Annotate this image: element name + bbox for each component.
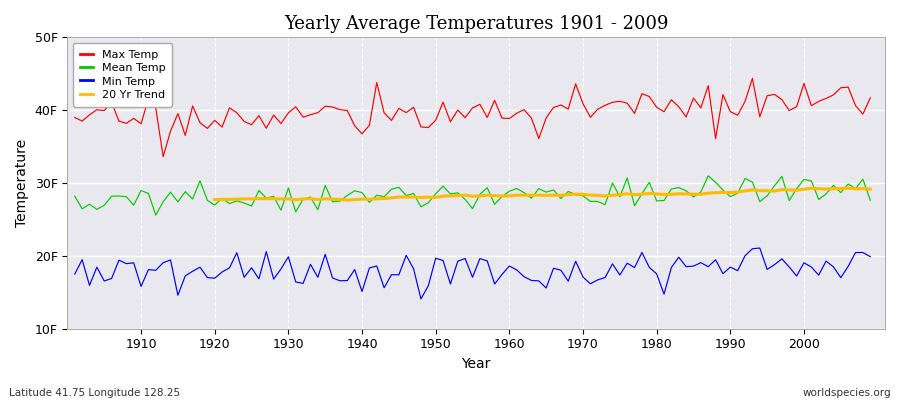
Max Temp: [129, 116, 140, 121]
20 Yr Trend: [761, 188, 772, 193]
Max Temp: [599, 103, 610, 108]
20 Yr Trend: [777, 187, 788, 192]
Min Temp: [291, 280, 302, 284]
Line: 20 Yr Trend: 20 Yr Trend: [215, 188, 870, 200]
Max Temp: [504, 116, 515, 121]
20 Yr Trend: [210, 197, 220, 202]
Mean Temp: [599, 202, 610, 207]
Min Temp: [754, 246, 765, 250]
Min Temp: [511, 268, 522, 272]
Text: worldspecies.org: worldspecies.org: [803, 388, 891, 398]
20 Yr Trend: [342, 198, 353, 202]
Y-axis label: Temperature: Temperature: [15, 139, 29, 227]
Line: Mean Temp: Mean Temp: [75, 176, 870, 215]
Min Temp: [865, 254, 876, 259]
X-axis label: Year: Year: [462, 357, 490, 371]
Max Temp: [747, 76, 758, 81]
20 Yr Trend: [850, 186, 861, 191]
Min Temp: [416, 296, 427, 301]
Max Temp: [865, 96, 876, 100]
Mean Temp: [703, 174, 714, 178]
20 Yr Trend: [416, 195, 427, 200]
Min Temp: [129, 260, 140, 265]
20 Yr Trend: [673, 192, 684, 196]
Mean Temp: [69, 194, 80, 198]
Mean Temp: [150, 213, 161, 218]
Max Temp: [511, 111, 522, 116]
Min Temp: [335, 278, 346, 283]
Max Temp: [298, 115, 309, 120]
Legend: Max Temp, Mean Temp, Min Temp, 20 Yr Trend: Max Temp, Mean Temp, Min Temp, 20 Yr Tre…: [73, 43, 172, 107]
Mean Temp: [504, 189, 515, 194]
Max Temp: [158, 154, 168, 159]
Line: Min Temp: Min Temp: [75, 248, 870, 299]
Mean Temp: [298, 197, 309, 202]
Text: Latitude 41.75 Longitude 128.25: Latitude 41.75 Longitude 128.25: [9, 388, 180, 398]
Min Temp: [599, 275, 610, 280]
Min Temp: [69, 272, 80, 276]
Max Temp: [342, 108, 353, 113]
20 Yr Trend: [298, 196, 309, 201]
Mean Temp: [865, 198, 876, 202]
Min Temp: [504, 264, 515, 268]
20 Yr Trend: [865, 187, 876, 192]
Mean Temp: [129, 203, 140, 208]
Mean Temp: [342, 193, 353, 198]
Title: Yearly Average Temperatures 1901 - 2009: Yearly Average Temperatures 1901 - 2009: [284, 15, 669, 33]
Mean Temp: [511, 186, 522, 191]
Line: Max Temp: Max Temp: [75, 78, 870, 157]
20 Yr Trend: [842, 186, 853, 190]
Max Temp: [69, 115, 80, 120]
